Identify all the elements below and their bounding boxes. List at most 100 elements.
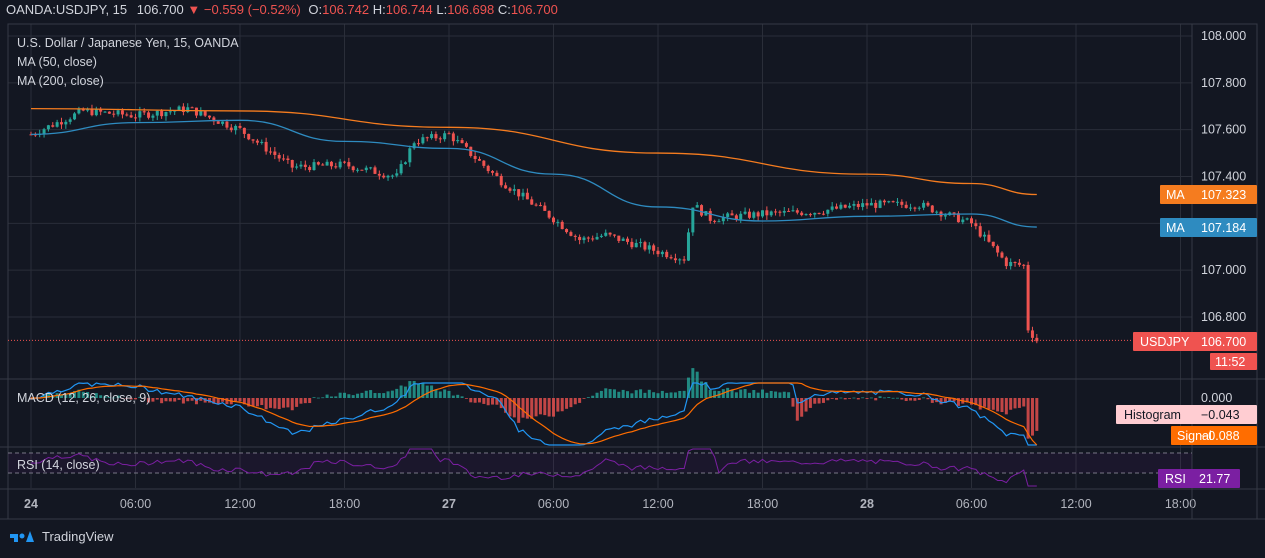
- ma200-line: [30, 107, 1037, 196]
- histogram-bar: [277, 398, 281, 410]
- histogram-bar: [512, 398, 516, 418]
- candle-body: [286, 158, 290, 160]
- histogram-bar: [904, 398, 908, 402]
- candle: [482, 159, 486, 169]
- candle-body: [517, 189, 521, 197]
- candle: [329, 160, 333, 170]
- histogram-bar: [839, 397, 843, 399]
- tradingview-logo[interactable]: TradingView: [8, 528, 114, 544]
- histogram-bar: [765, 392, 769, 398]
- candle: [865, 199, 869, 209]
- instrument-legend[interactable]: U.S. Dollar / Japanese Yen, 15, OANDA: [17, 36, 239, 50]
- histogram-bar: [795, 398, 799, 421]
- candle-body: [55, 122, 59, 127]
- candle-body: [904, 204, 908, 208]
- candle-body: [743, 211, 747, 214]
- x-tick-label: 27: [442, 497, 456, 511]
- candle: [225, 119, 229, 130]
- histogram-bar: [1035, 398, 1039, 431]
- candle-body: [316, 162, 320, 165]
- histogram-bar: [682, 390, 686, 398]
- histogram-bar: [747, 392, 751, 398]
- signal-line: [30, 382, 1038, 446]
- histogram-bar: [234, 398, 238, 401]
- candle: [660, 250, 664, 258]
- candle-body: [752, 212, 756, 218]
- candle-body: [961, 219, 965, 223]
- candle-body: [473, 155, 477, 160]
- candle-body: [730, 213, 734, 216]
- candle: [926, 201, 930, 207]
- candle: [99, 107, 103, 116]
- candle: [739, 211, 743, 223]
- candle-body: [774, 211, 778, 213]
- candle: [578, 234, 582, 245]
- candle-body: [46, 125, 50, 130]
- histogram-bar: [956, 398, 960, 406]
- candle: [382, 173, 386, 179]
- candle: [199, 107, 203, 117]
- rsi-legend[interactable]: RSI (14, close): [17, 458, 100, 472]
- candle: [1013, 261, 1017, 267]
- candle: [839, 202, 843, 210]
- histogram-bar: [843, 398, 847, 400]
- candle-body: [508, 188, 512, 191]
- candle-body: [321, 164, 325, 166]
- histogram-bar: [286, 398, 290, 408]
- histogram-bar: [160, 398, 164, 404]
- histogram-bar: [900, 398, 904, 400]
- candle: [787, 208, 791, 212]
- histogram-bar: [752, 390, 756, 398]
- candle: [673, 253, 677, 264]
- candle-body: [556, 221, 560, 223]
- candle-body: [830, 206, 834, 210]
- histogram-bar: [329, 396, 333, 398]
- close-value: 106.700: [510, 2, 558, 17]
- candle-body: [390, 175, 394, 177]
- candle-body: [334, 166, 338, 168]
- candle: [312, 159, 316, 171]
- histogram-bar: [865, 398, 869, 399]
- candle: [961, 216, 965, 225]
- ma50-legend[interactable]: MA (50, close): [17, 55, 97, 69]
- candle: [338, 158, 342, 170]
- candle-body: [787, 210, 791, 212]
- ma200-legend[interactable]: MA (200, close): [17, 74, 104, 88]
- x-tick-label: 24: [24, 497, 38, 511]
- histogram-bar: [861, 397, 865, 399]
- candle-body: [521, 192, 525, 197]
- candle: [726, 211, 730, 222]
- histogram-bar: [774, 391, 778, 398]
- histogram-bar: [573, 398, 577, 405]
- candle-body: [81, 108, 85, 111]
- candle: [351, 165, 355, 173]
- candle-body: [242, 127, 246, 134]
- candle-body: [425, 137, 429, 139]
- candle: [51, 122, 55, 128]
- histogram-bar: [247, 398, 251, 407]
- histogram-bar: [1009, 398, 1013, 410]
- candle-body: [1009, 262, 1013, 267]
- histogram-bar: [517, 398, 521, 423]
- candle: [608, 232, 612, 237]
- histogram-bar: [778, 392, 782, 398]
- candle-body: [351, 166, 355, 171]
- histogram-bar: [787, 392, 791, 398]
- candle-body: [51, 125, 55, 127]
- candle: [155, 109, 159, 121]
- candle: [560, 220, 564, 230]
- histogram-bar: [1000, 398, 1004, 413]
- histogram-bar: [974, 398, 978, 406]
- candle-body: [1030, 330, 1034, 338]
- candle-body: [107, 111, 111, 114]
- candle: [534, 202, 538, 207]
- candle: [634, 239, 638, 248]
- candle: [273, 147, 277, 160]
- candle-body: [212, 117, 216, 122]
- histogram-bar: [86, 391, 90, 398]
- macd-legend[interactable]: MACD (12, 26, close, 9): [17, 391, 151, 405]
- histogram-bar: [403, 386, 407, 398]
- candle-body: [491, 171, 495, 173]
